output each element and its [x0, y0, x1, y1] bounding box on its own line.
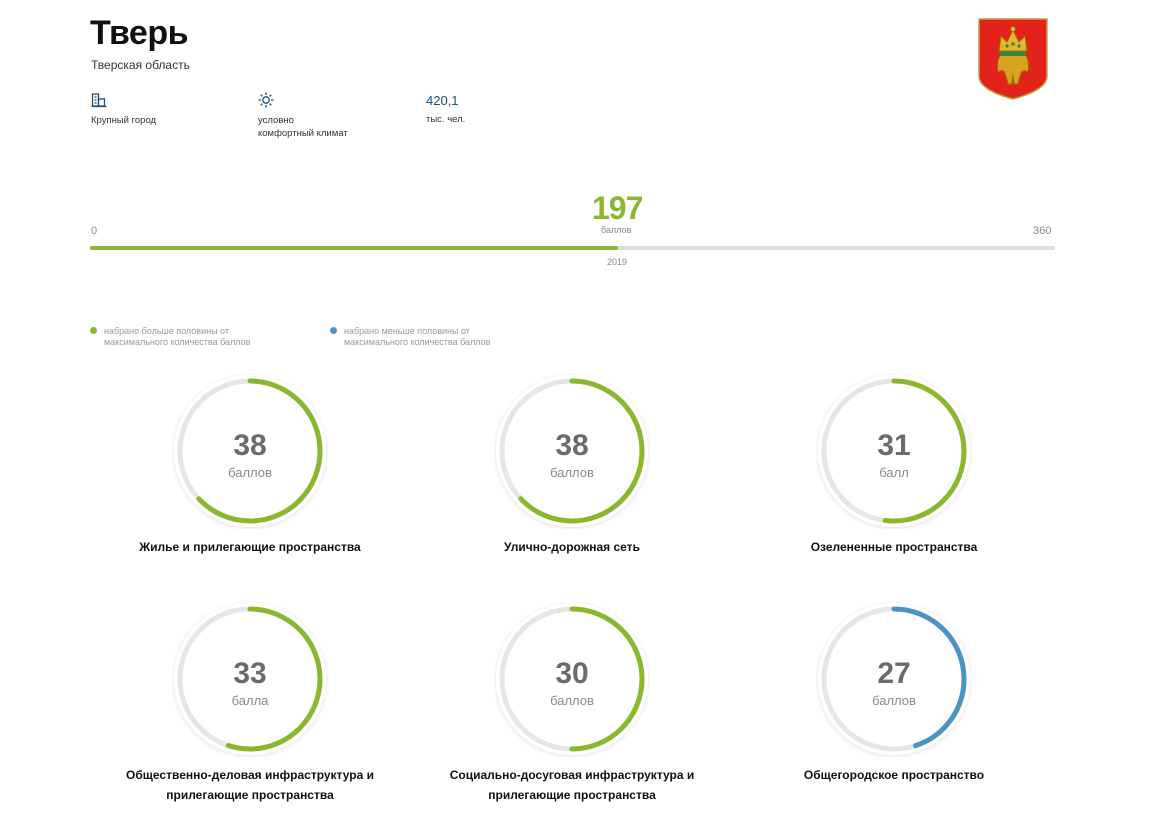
legend-text-line1: набрано меньше половины от — [344, 326, 470, 336]
score-ring: 31 балл — [818, 375, 970, 527]
ring-background — [496, 375, 648, 527]
scale-max-label: 360 — [1033, 225, 1052, 237]
category-label-line: Социально-досуговая инфраструктура и — [449, 768, 695, 782]
population-unit: тыс. чел. — [426, 114, 466, 125]
category-score-value: 30 — [555, 657, 588, 690]
category-card[interactable]: 31 балл Озелененные пространства — [744, 373, 1044, 557]
score-ring: 27 баллов — [818, 603, 970, 755]
legend-item-above-half: набрано больше половины от максимального… — [90, 326, 250, 348]
city-title: Тверь — [90, 14, 189, 52]
category-score-unit: баллов — [550, 693, 594, 708]
score-ring: 38 баллов — [496, 375, 648, 527]
score-year: 2019 — [607, 257, 628, 267]
population-stat: 420,1 тыс. чел. — [426, 92, 465, 126]
score-ring: 33 балла — [174, 603, 326, 755]
category-label-line: Общественно-деловая инфраструктура и — [126, 768, 374, 782]
score-ring: 30 баллов — [496, 603, 648, 755]
ring-background — [818, 375, 970, 527]
category-score-value: 38 — [555, 429, 588, 462]
category-label: Улично-дорожная сеть — [422, 537, 722, 557]
ring-progress-arc — [821, 378, 967, 524]
category-label-line: прилегающие пространства — [166, 788, 334, 802]
category-label: Общегородское пространство — [744, 765, 1044, 785]
category-score-value: 31 — [877, 429, 910, 462]
legend-text-line1: набрано больше половины от — [104, 326, 229, 336]
total-score-unit: баллов — [601, 225, 632, 235]
ring-background — [496, 603, 648, 755]
category-score-unit: баллов — [550, 465, 594, 480]
category-card[interactable]: 33 балла Общественно-деловая инфраструктур… — [100, 601, 400, 805]
category-card[interactable]: 38 баллов Улично-дорожная сеть — [422, 373, 722, 557]
ring-progress-arc — [177, 378, 323, 524]
category-score-unit: баллов — [872, 693, 916, 708]
category-label: Озелененные пространства — [744, 537, 1044, 557]
category-label: Общественно-деловая инфраструктура и прил… — [100, 765, 400, 805]
category-score-value: 33 — [233, 657, 266, 690]
green-dot-icon — [90, 327, 97, 334]
category-label-line: Общегородское пространство — [803, 768, 985, 782]
population-value: 420,1 — [426, 93, 459, 108]
category-score-unit: баллов — [228, 465, 272, 480]
legend-text-line2: максимального количества баллов — [344, 337, 491, 347]
climate-stat: условно комфортный климат — [258, 92, 348, 140]
climate-label-line1: условно — [258, 115, 294, 126]
category-score-unit: балл — [879, 465, 909, 480]
legend-item-below-half: набрано меньше половины от максимального… — [330, 326, 490, 348]
total-score-value: 197 — [592, 190, 643, 226]
score-progress-track — [90, 246, 1055, 250]
scale-min-label: 0 — [91, 225, 98, 237]
category-label-line: прилегающие пространства — [488, 788, 656, 802]
category-label: Социально-досуговая инфраструктура и прил… — [422, 765, 722, 805]
category-score-value: 38 — [233, 429, 266, 462]
city-size-label: Крупный город — [91, 115, 157, 126]
sun-icon — [258, 92, 348, 110]
legend-text-line2: максимального количества баллов — [104, 337, 251, 347]
ring-progress-arc — [499, 606, 645, 752]
score-ring: 38 баллов — [174, 375, 326, 527]
category-label-line: Жилье и прилегающие пространства — [139, 540, 361, 554]
coat-of-arms-icon — [978, 18, 1048, 100]
category-card[interactable]: 30 баллов Социально-досуговая инфраструкту… — [422, 601, 722, 805]
category-card[interactable]: 27 баллов Общегородское пространство — [744, 601, 1044, 785]
ring-background — [174, 375, 326, 527]
ring-background — [818, 603, 970, 755]
category-score-unit: балла — [232, 693, 270, 708]
score-progress-fill — [90, 246, 619, 250]
category-label: Жилье и прилегающие пространства — [100, 537, 400, 557]
blue-dot-icon — [330, 327, 337, 334]
category-label-line: Улично-дорожная сеть — [504, 540, 640, 554]
ring-progress-arc — [821, 606, 967, 752]
category-score-value: 27 — [877, 657, 910, 690]
ring-background — [174, 603, 326, 755]
region-name: Тверская область — [91, 58, 190, 72]
category-label-line: Озелененные пространства — [810, 540, 978, 554]
ring-progress-arc — [499, 378, 645, 524]
climate-label-line2: комфортный климат — [258, 128, 348, 139]
city-size-stat: Крупный город — [91, 92, 156, 127]
category-card[interactable]: 38 баллов Жилье и прилегающие пространства — [100, 373, 400, 557]
ring-progress-arc — [177, 606, 323, 752]
city-building-icon — [91, 92, 156, 110]
